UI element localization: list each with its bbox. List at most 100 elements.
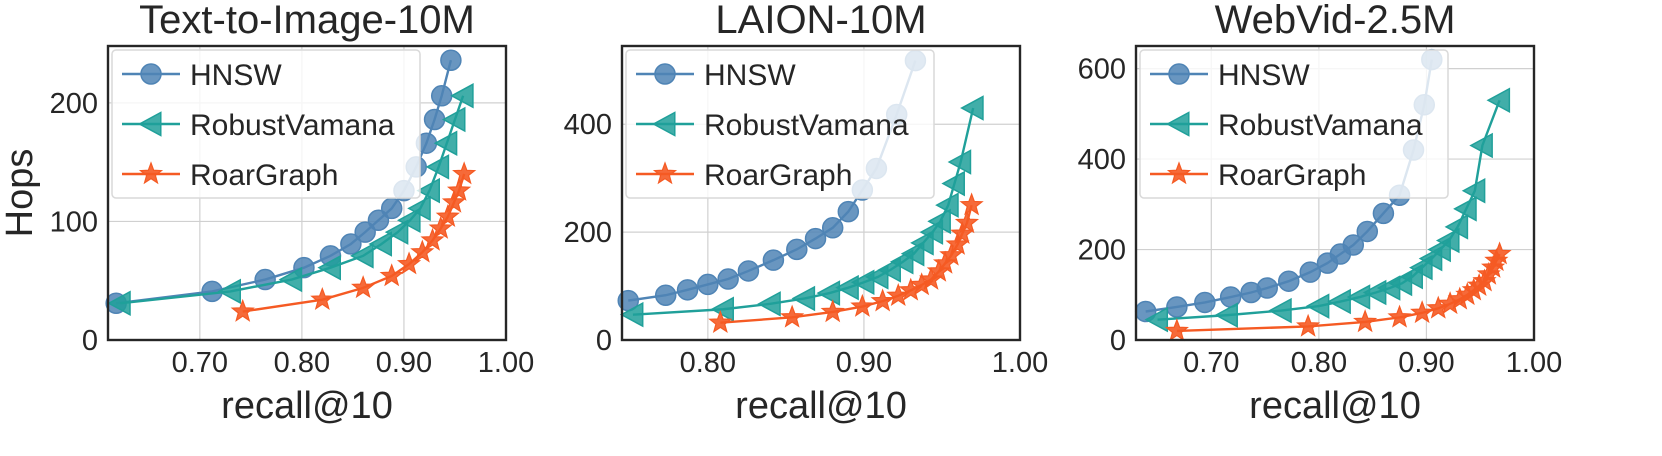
data-point-robustvamana (1444, 214, 1469, 240)
y-tick-label: 100 (50, 206, 98, 238)
legend: HNSW RobustVamana RoarGraph (1139, 49, 1449, 199)
data-point-hnsw (1372, 202, 1395, 225)
data-point-robustvamana (927, 208, 951, 235)
data-point-robustvamana (1144, 306, 1169, 333)
data-point-hnsw (697, 273, 719, 296)
series-roargraph (230, 161, 477, 322)
data-point-hnsw (786, 238, 808, 261)
legend-label: RobustVamana (190, 109, 395, 142)
data-point-robustvamana (1346, 284, 1371, 310)
legend-label: RobustVamana (1218, 109, 1423, 142)
data-point-roargraph (1164, 318, 1189, 342)
data-point-robustvamana (941, 170, 965, 197)
data-point-roargraph (420, 227, 445, 251)
data-point-hnsw (1194, 291, 1216, 314)
data-point-robustvamana (441, 106, 466, 133)
x-tick-label: 0.90 (836, 347, 892, 379)
data-point-robustvamana (396, 207, 421, 234)
x-tick-label: 1.00 (1506, 347, 1562, 379)
legend-item-hnsw: HNSW (1150, 59, 1310, 92)
legend-item-hnsw: HNSW (122, 59, 282, 92)
chart-title: Text-to-Image-10M (139, 0, 475, 42)
series-roargraph (708, 192, 984, 334)
x-axis-label: recall@10 (1249, 385, 1421, 427)
legend-item-hnsw: HNSW (636, 59, 796, 92)
data-point-robustvamana (278, 266, 303, 293)
data-point-roargraph (310, 286, 335, 310)
data-point-roargraph (351, 275, 376, 299)
data-point-robustvamana (384, 219, 409, 245)
data-point-hnsw (1166, 296, 1188, 318)
legend-marker-hnsw (1168, 63, 1190, 85)
series-robustvamana (619, 95, 984, 328)
data-point-hnsw (1256, 277, 1278, 299)
legend: HNSW RobustVamana RoarGraph (111, 49, 421, 199)
data-point-roargraph (1410, 300, 1435, 324)
data-point-roargraph (954, 210, 980, 234)
data-point-roargraph (1487, 241, 1512, 265)
legend-marker-robustvamana (651, 111, 676, 137)
data-point-robustvamana (416, 177, 440, 204)
legend-label: RoarGraph (190, 159, 338, 192)
x-tick-label: 0.80 (1291, 347, 1347, 379)
y-tick-label: 200 (564, 217, 612, 249)
data-point-robustvamana (1435, 227, 1460, 254)
series-robustvamana (107, 83, 474, 317)
subplot-1: 0.70 0.80 0.90 1.00 0 100 200 Text-to-Image-10M… (0, 0, 534, 427)
legend-item-robustvamana: RobustVamana (636, 109, 909, 142)
legend-box (1139, 49, 1449, 199)
y-tick-label: 200 (50, 88, 98, 120)
data-point-roargraph (939, 242, 964, 266)
legend-label: RobustVamana (704, 109, 909, 142)
y-tick-label: 400 (1078, 144, 1126, 176)
data-point-hnsw (717, 268, 739, 290)
data-point-roargraph (1353, 309, 1378, 333)
data-point-roargraph (1387, 304, 1412, 328)
legend-label: HNSW (704, 59, 796, 92)
data-point-robustvamana (757, 291, 781, 317)
data-point-roargraph (435, 203, 460, 228)
data-point-robustvamana (1305, 293, 1330, 319)
data-point-robustvamana (317, 254, 341, 281)
subplot-3: 0.70 0.80 0.90 1.00 0 200 400 600 WebVid-2.5M rec… (1078, 0, 1563, 427)
data-point-hnsw (804, 227, 827, 250)
data-point-robustvamana (900, 240, 925, 267)
data-point-hnsw (340, 233, 362, 255)
data-point-roargraph (441, 189, 467, 213)
data-point-robustvamana (1486, 87, 1511, 114)
legend-label: RoarGraph (1218, 159, 1366, 192)
series-robustvamana (1144, 87, 1511, 333)
plot-frame (620, 44, 1022, 342)
data-point-robustvamana (350, 243, 374, 269)
legend-marker-roargraph (138, 161, 164, 185)
x-tick-label: 0.90 (1398, 347, 1454, 379)
legend-label: HNSW (1218, 59, 1310, 92)
y-tick-label: 200 (1078, 235, 1126, 267)
series-roargraph (1164, 241, 1512, 342)
legend-marker-robustvamana (1165, 111, 1190, 137)
subplot-2: 0.80 0.90 1.00 0 200 400 LAION-10M recall@10 HNS… (564, 0, 1049, 427)
data-point-robustvamana (433, 130, 458, 156)
data-point-robustvamana (960, 95, 984, 121)
x-tick-label: 1.00 (478, 347, 534, 379)
data-point-hnsw (430, 85, 453, 107)
legend-marker-roargraph (1166, 161, 1192, 185)
data-point-hnsw (737, 260, 760, 282)
chart-title: LAION-10M (715, 0, 926, 42)
data-point-robustvamana (107, 290, 131, 317)
y-tick-label: 400 (564, 109, 612, 141)
data-point-roargraph (410, 239, 435, 263)
y-tick-label: 600 (1078, 54, 1126, 86)
data-point-roargraph (820, 299, 845, 323)
legend-box (111, 49, 421, 199)
x-tick-label: 0.70 (1183, 347, 1239, 379)
data-point-robustvamana (619, 301, 644, 328)
data-point-robustvamana (910, 230, 934, 256)
data-point-robustvamana (935, 192, 959, 218)
data-point-hnsw (1277, 270, 1300, 292)
data-point-robustvamana (407, 195, 431, 222)
data-point-robustvamana (1268, 297, 1292, 324)
legend-marker-hnsw (654, 63, 676, 85)
